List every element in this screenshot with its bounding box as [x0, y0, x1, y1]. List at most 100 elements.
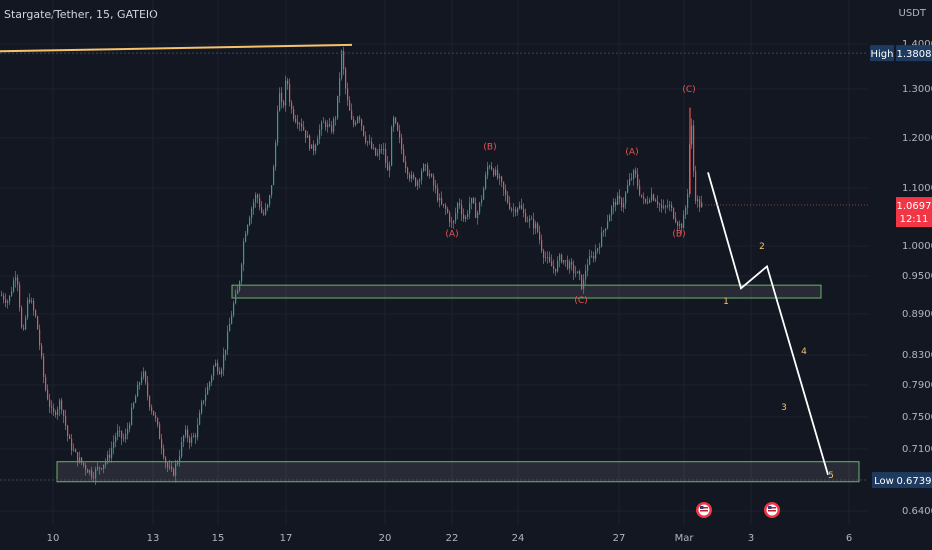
candle-body: [497, 169, 499, 178]
candle-body: [605, 228, 607, 231]
candle-body: [25, 317, 27, 330]
candle-body: [33, 300, 35, 311]
candle-body: [453, 220, 455, 223]
candle-body: [343, 50, 345, 70]
candle-body: [377, 153, 379, 156]
candle-body: [237, 289, 239, 294]
candle-body: [173, 469, 175, 476]
candle-body: [107, 454, 109, 462]
candle-body: [17, 277, 19, 285]
candle-body: [23, 327, 25, 330]
candle-body: [493, 169, 495, 176]
candle-body: [81, 457, 83, 463]
candle-body: [627, 185, 629, 193]
candle-body: [125, 434, 127, 440]
candle-body: [575, 272, 577, 274]
candle-body: [523, 209, 525, 214]
candle-body: [691, 125, 693, 145]
candle-body: [461, 205, 463, 215]
candle-body: [223, 354, 225, 370]
candle-body: [5, 299, 7, 303]
candle-body: [521, 205, 523, 210]
candle-body: [247, 225, 249, 234]
candle-body: [513, 209, 515, 211]
candle-body: [485, 175, 487, 189]
candle-body: [269, 195, 271, 205]
candle-body: [307, 135, 309, 138]
candle-body: [293, 109, 295, 119]
candle-body: [427, 165, 429, 176]
candle-body: [7, 301, 9, 303]
candle-body: [325, 121, 327, 128]
candle-body: [339, 78, 341, 96]
candle-body: [67, 425, 69, 436]
candle-body: [541, 239, 543, 251]
candle-body: [259, 197, 261, 208]
candle-body: [47, 389, 49, 400]
candle-body: [331, 125, 333, 132]
candle-body: [337, 95, 339, 118]
candle-body: [283, 102, 285, 106]
candle-body: [465, 216, 467, 219]
candle-body: [557, 260, 559, 272]
candle-body: [145, 371, 147, 383]
candle-body: [245, 233, 247, 242]
candle-body: [393, 117, 395, 128]
candle-body: [365, 135, 367, 143]
time-axis[interactable]: 10 13 15 17 20 22 24 27 Mar 3 6: [47, 533, 853, 544]
support-zone: [56, 461, 860, 483]
candle-body: [257, 194, 259, 198]
candle-body: [695, 171, 697, 202]
candle-body: [89, 470, 91, 473]
candle-body: [263, 212, 265, 215]
candle-body: [503, 181, 505, 190]
marker-stripe: [700, 510, 708, 512]
candle-body: [27, 299, 29, 318]
candle-body: [441, 198, 443, 205]
projection-label: 5: [828, 471, 834, 481]
candle-body: [539, 231, 541, 240]
candle-body: [121, 430, 123, 439]
candle-body: [561, 254, 563, 263]
candle-body: [533, 219, 535, 229]
time-tick-label: Mar: [675, 533, 695, 544]
candle-body: [299, 123, 301, 125]
candle-body: [665, 206, 667, 208]
candle-body: [101, 468, 103, 470]
candle-body: [357, 117, 359, 123]
candle-body: [209, 382, 211, 387]
candle-body: [655, 200, 657, 202]
candle-body: [35, 310, 37, 317]
candle-body: [139, 382, 141, 385]
candle-body: [555, 268, 557, 272]
candle-body: [639, 185, 641, 195]
candle-body: [39, 329, 41, 346]
candle-body: [137, 384, 139, 397]
candle-body: [255, 194, 257, 203]
candle-body: [563, 260, 565, 263]
candle-body: [103, 464, 105, 469]
candle-body: [553, 266, 555, 269]
candle-body: [37, 316, 39, 330]
candle-body: [157, 418, 159, 425]
candle-body: [573, 264, 575, 273]
candle-body: [91, 470, 93, 478]
candle-body: [45, 377, 47, 390]
candle-body: [57, 409, 59, 416]
candle-body: [505, 189, 507, 195]
candle-body: [329, 124, 331, 126]
candle-body: [321, 122, 323, 130]
candle-body: [353, 119, 355, 125]
time-tick-label: 10: [47, 533, 60, 544]
candle-body: [155, 415, 157, 419]
candle-body: [149, 396, 151, 408]
candle-body: [303, 126, 305, 131]
candle-body: [547, 257, 549, 258]
candle-body: [265, 207, 267, 215]
candle-body: [113, 442, 115, 448]
candle-body: [181, 442, 183, 457]
candle-body: [445, 205, 447, 209]
